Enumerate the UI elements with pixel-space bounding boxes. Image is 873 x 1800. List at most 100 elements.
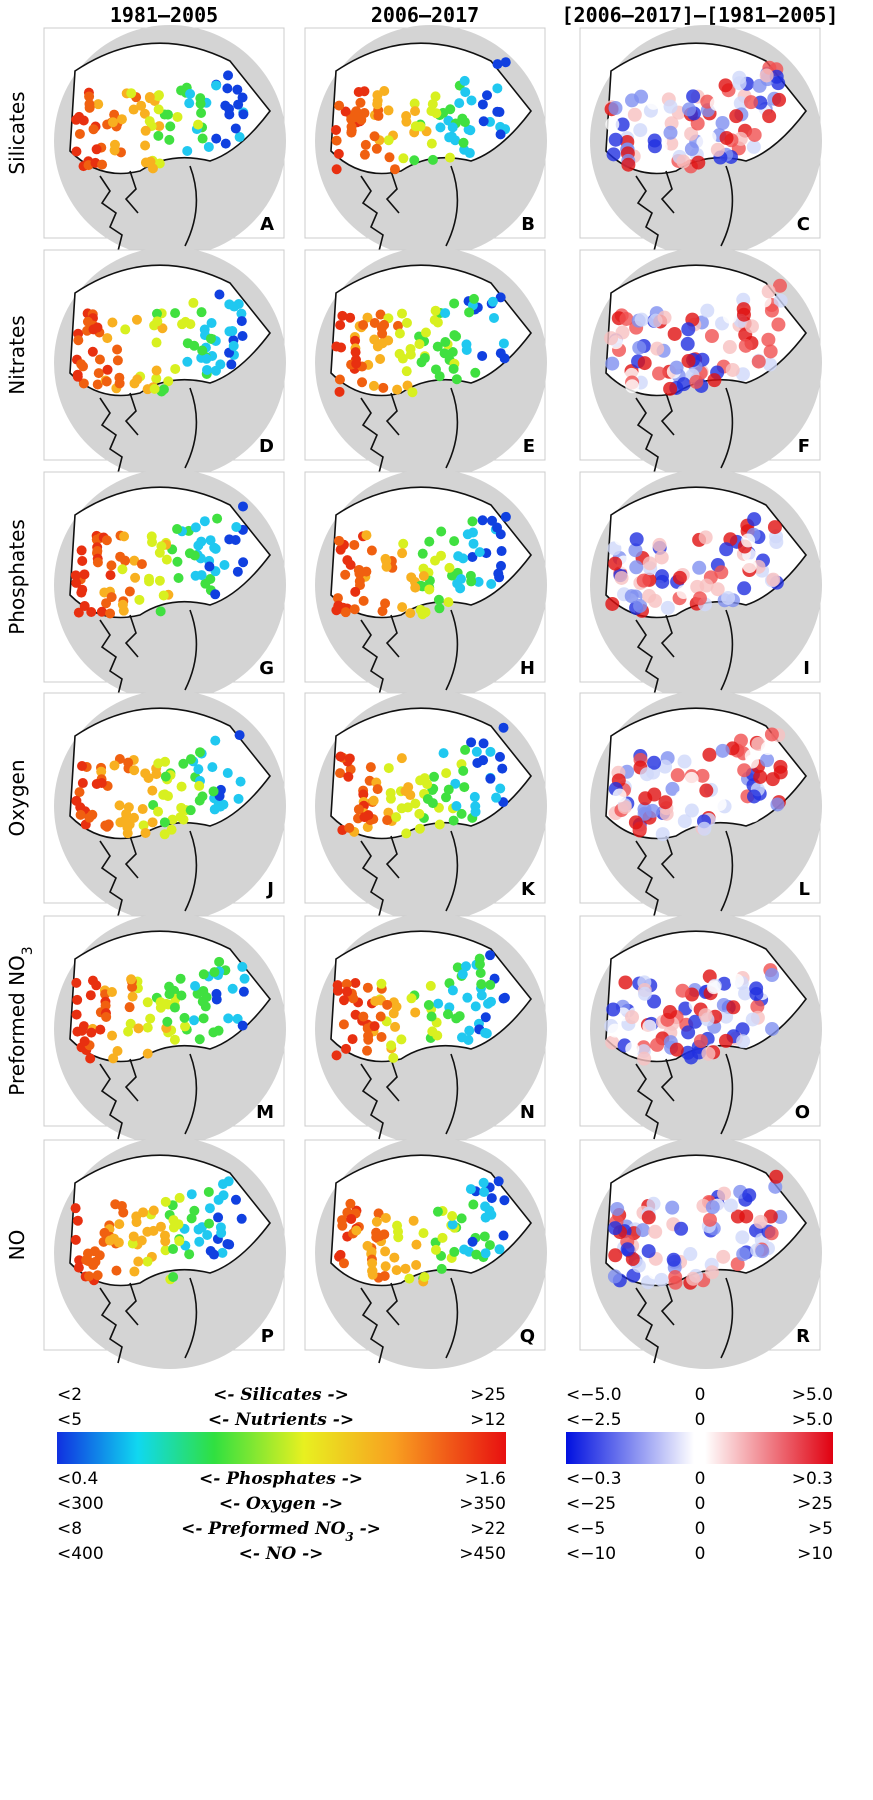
station-dot — [418, 1228, 429, 1239]
station-dot — [479, 1231, 490, 1242]
station-dot — [696, 799, 711, 814]
station-dot — [433, 998, 444, 1009]
station-dot — [73, 1262, 84, 1273]
station-dot — [456, 1032, 467, 1043]
station-dot — [363, 1034, 374, 1045]
station-dot — [492, 106, 503, 117]
station-dot — [367, 1258, 378, 1269]
station-dot — [355, 97, 366, 108]
station-dot — [380, 1212, 391, 1223]
station-dot — [407, 387, 418, 398]
station-dot — [496, 560, 507, 571]
coast — [99, 387, 198, 474]
station-dot — [160, 771, 171, 782]
station-dot — [736, 809, 751, 824]
station-dot — [438, 748, 449, 759]
station-dot — [614, 570, 629, 585]
label-text: <- NO -> — [239, 1544, 324, 1564]
station-dot — [460, 961, 471, 972]
station-dot — [155, 1221, 166, 1232]
station-dot — [116, 114, 127, 125]
coast — [635, 1277, 734, 1364]
station-dot — [480, 1212, 491, 1223]
scale-mid: 0 — [695, 1494, 706, 1514]
station-dot — [751, 354, 766, 369]
column-header: [2006–2017]–[1981–2005] — [562, 3, 839, 27]
station-dot — [72, 994, 83, 1005]
station-dot — [690, 579, 705, 594]
station-dot — [210, 365, 221, 376]
station-dot — [195, 98, 206, 109]
station-dot — [353, 804, 364, 815]
scale-high: >10 — [797, 1544, 833, 1564]
station-dot — [432, 1206, 443, 1217]
station-dot — [709, 97, 724, 112]
station-dot — [210, 543, 221, 554]
station-dot — [147, 817, 158, 828]
map-panel — [43, 913, 286, 1145]
station-dot — [331, 1050, 342, 1061]
station-dot — [655, 574, 670, 589]
station-dot — [430, 91, 441, 102]
station-dot — [224, 109, 235, 120]
station-dot — [606, 1002, 621, 1017]
station-dot — [486, 579, 497, 590]
station-dot — [237, 501, 248, 512]
station-dot — [688, 1014, 703, 1029]
station-dot — [214, 289, 225, 300]
station-dot — [349, 539, 360, 550]
station-dot — [163, 376, 174, 387]
station-dot — [97, 159, 108, 170]
station-dot — [368, 795, 379, 806]
station-dot — [636, 573, 651, 588]
station-dot — [410, 582, 421, 593]
station-dot — [744, 319, 759, 334]
station-dot — [454, 1011, 465, 1022]
station-dot — [180, 316, 191, 327]
station-dot — [117, 564, 128, 575]
station-dot — [208, 1027, 219, 1038]
station-dot — [495, 121, 506, 132]
station-dot — [480, 1012, 491, 1023]
station-dot — [642, 1019, 657, 1034]
station-dot — [401, 828, 412, 839]
station-dot — [114, 800, 125, 811]
station-dot — [131, 314, 142, 325]
station-dot — [477, 99, 488, 110]
station-dot — [210, 589, 221, 600]
station-dot — [174, 1235, 185, 1246]
station-dot — [236, 1213, 247, 1224]
map-panel — [304, 247, 547, 479]
station-dot — [625, 1010, 640, 1025]
station-dot — [721, 590, 736, 605]
station-dot — [684, 771, 699, 786]
station-dot — [167, 814, 178, 825]
panel-letter: R — [796, 1326, 810, 1347]
map-panel — [579, 1137, 822, 1369]
station-dot — [440, 308, 451, 319]
station-dot — [719, 542, 734, 557]
station-dot — [492, 83, 503, 94]
station-dot — [401, 366, 412, 377]
station-dot — [222, 83, 233, 94]
station-dot — [747, 127, 762, 142]
station-dot — [360, 139, 371, 150]
row-label: Preformed NO3 — [5, 946, 36, 1095]
scale-mid: 0 — [695, 1519, 706, 1539]
colorbar-absolute — [57, 1432, 506, 1464]
station-dot — [396, 753, 407, 764]
station-dot — [467, 516, 478, 527]
station-dot — [345, 1198, 356, 1209]
station-dot — [84, 812, 95, 823]
station-dot — [71, 577, 82, 588]
station-dot — [747, 789, 762, 804]
station-dot — [133, 1256, 144, 1267]
station-dot — [665, 781, 680, 796]
column-header: 2006–2017 — [371, 3, 479, 27]
station-dot — [456, 1213, 467, 1224]
station-dot — [447, 1219, 458, 1230]
station-dot — [495, 129, 506, 140]
station-dot — [499, 1195, 510, 1206]
row-label: Silicates — [5, 91, 29, 174]
station-dot — [396, 1034, 407, 1045]
